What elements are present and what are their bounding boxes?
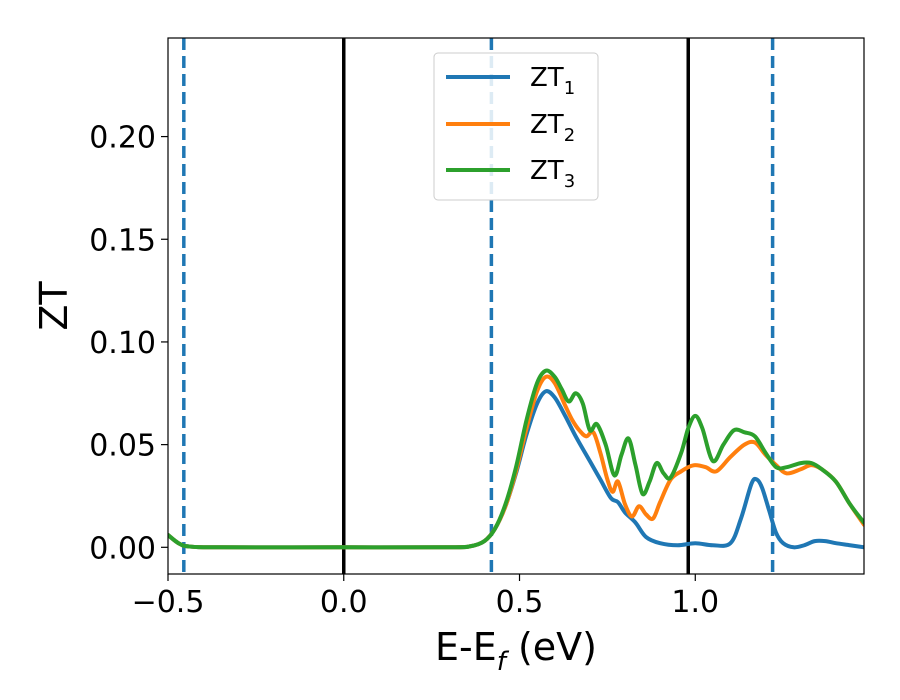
legend-label-zt1: ZT1 [530, 63, 575, 99]
y-tick-label: 0.05 [89, 429, 156, 464]
x-axis: −0.5 0.0 0.5 1.0 [132, 574, 719, 620]
reference-lines [182, 38, 775, 574]
y-tick-label: 0.15 [89, 223, 156, 258]
x-tick-label: 1.0 [671, 585, 719, 620]
x-tick-label: −0.5 [132, 585, 205, 620]
legend: ZT1 ZT2 ZT3 [433, 52, 599, 201]
legend-label-zt3: ZT3 [530, 156, 575, 192]
y-tick-label: 0.00 [89, 531, 156, 566]
x-tick-label: 0.0 [320, 585, 368, 620]
x-tick-label: 0.5 [496, 585, 544, 620]
legend-label-zt2: ZT2 [530, 110, 575, 146]
y-axis-title: ZT [32, 281, 76, 331]
x-axis-title: E-Ef (eV) [435, 625, 597, 677]
y-tick-label: 0.20 [89, 121, 156, 156]
legend-box [433, 52, 599, 201]
series-layer [168, 368, 864, 550]
series-line-zt3 [168, 368, 864, 550]
y-axis: 0.00 0.05 0.10 0.15 0.20 [89, 121, 168, 566]
y-tick-label: 0.10 [89, 326, 156, 361]
plot-frame [167, 37, 865, 575]
